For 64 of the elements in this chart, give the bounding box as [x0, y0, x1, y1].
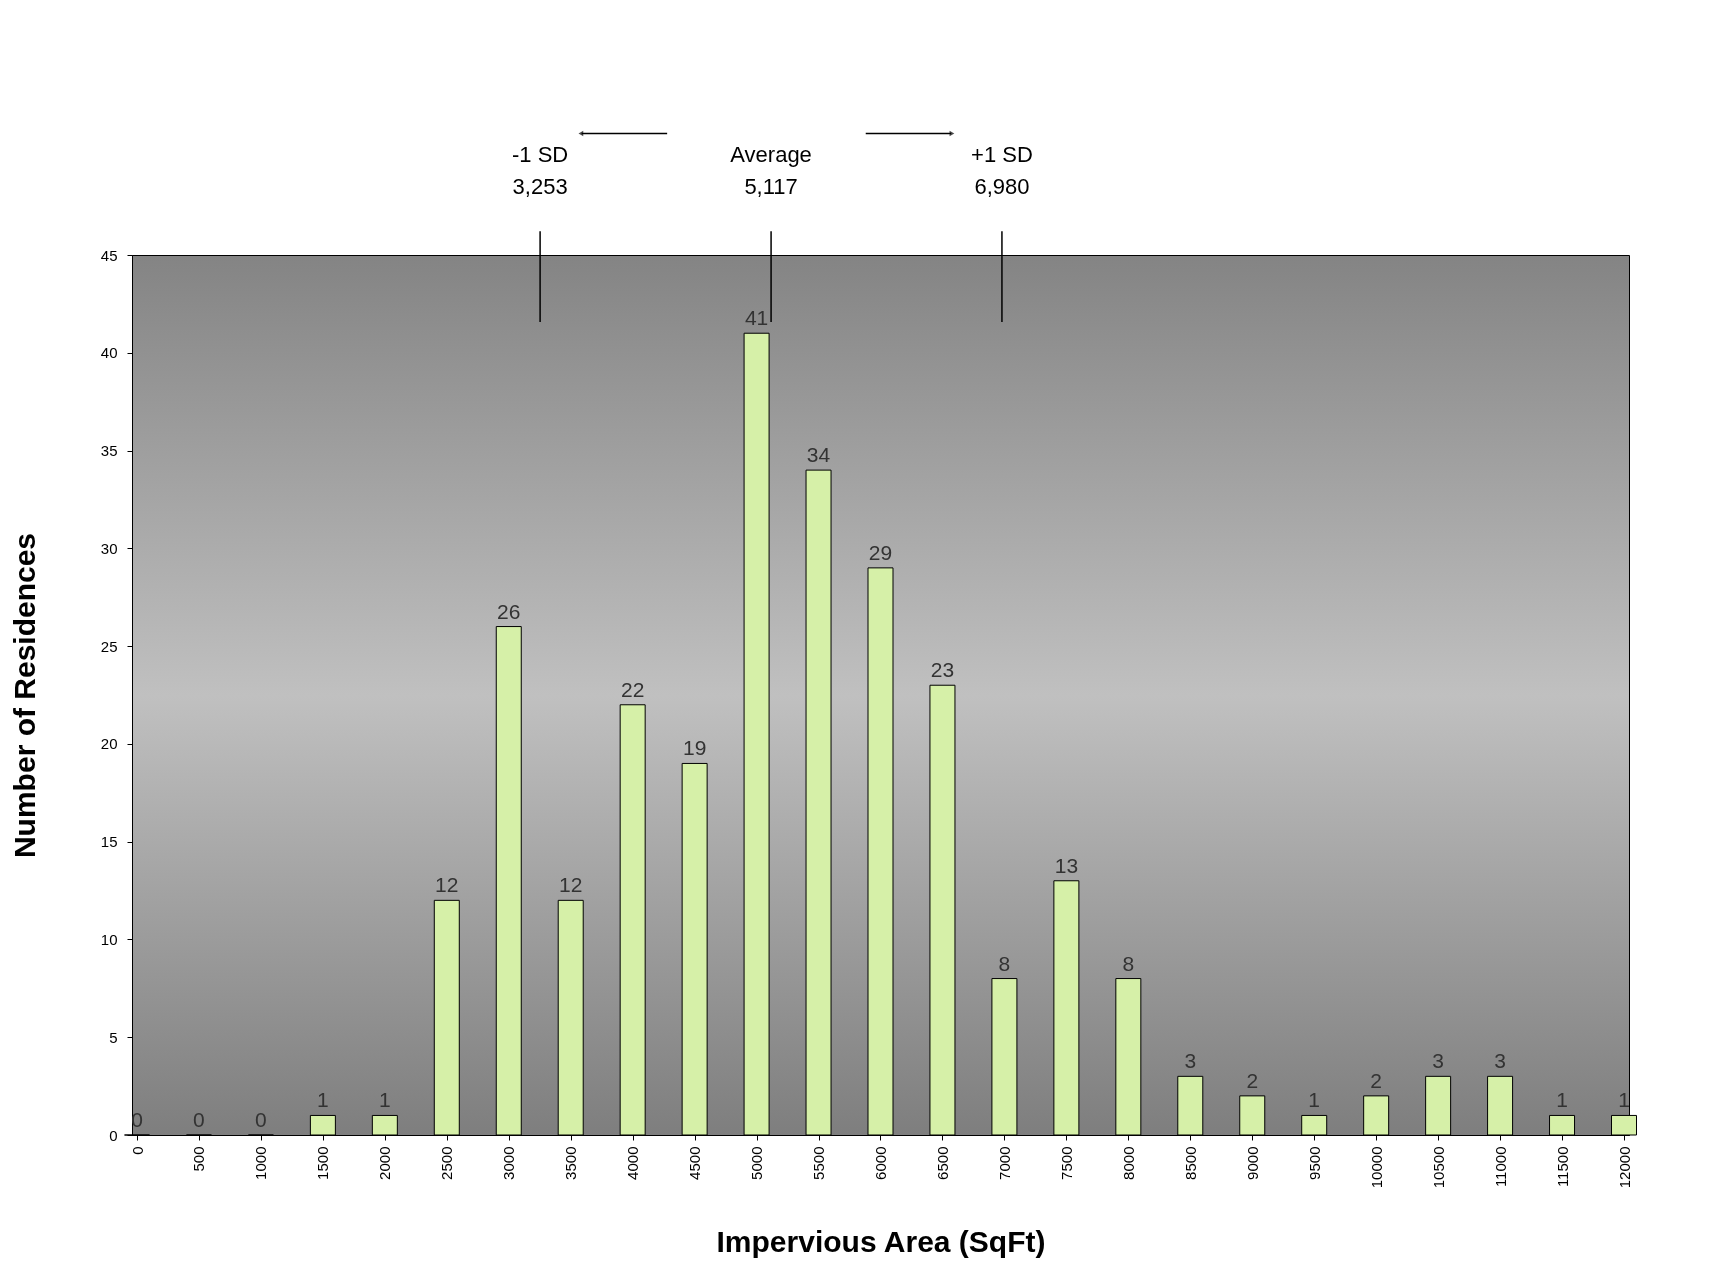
y-tick-label: 45 — [100, 246, 118, 264]
ref-line-label: Average 5,117 — [730, 142, 812, 199]
data-label: 8 — [998, 951, 1011, 975]
y-tick-label: 5 — [109, 1028, 118, 1046]
x-tick-label: 6000 — [872, 1146, 889, 1180]
data-label: 1 — [1308, 1088, 1321, 1112]
data-label: 1 — [1556, 1088, 1568, 1112]
y-tick-label: 15 — [100, 833, 118, 851]
data-label: 3 — [1184, 1049, 1197, 1073]
data-label: 1 — [317, 1088, 329, 1112]
data-label: 13 — [1054, 853, 1079, 877]
data-label: 1 — [378, 1088, 391, 1112]
x-tick-label: 2500 — [438, 1146, 456, 1180]
data-label: 26 — [497, 599, 521, 623]
data-label: 0 — [255, 1108, 267, 1131]
data-label: 34 — [806, 443, 831, 467]
data-label: 0 — [193, 1108, 205, 1131]
x-tick-label: 3000 — [500, 1146, 518, 1180]
data-label: 2 — [1370, 1068, 1383, 1092]
x-tick-label: 1000 — [252, 1146, 270, 1180]
y-axis-title: Number of Residences — [7, 532, 41, 859]
y-tick-label: 30 — [100, 539, 118, 557]
x-tick-label: 5500 — [810, 1146, 828, 1180]
x-tick-label: 10500 — [1429, 1146, 1447, 1189]
x-tick-label: 8000 — [1119, 1146, 1137, 1180]
data-label: 3 — [1432, 1049, 1444, 1073]
x-tick-label: 8500 — [1181, 1146, 1199, 1180]
x-tick-label: 6500 — [933, 1146, 951, 1180]
y-tick-label: 20 — [100, 735, 118, 753]
data-label: 12 — [559, 873, 583, 897]
y-tick-label: 0 — [109, 1126, 118, 1144]
x-tick-label: 5000 — [748, 1146, 766, 1180]
x-tick-label: 2000 — [376, 1146, 394, 1180]
x-tick-label: 9000 — [1243, 1146, 1261, 1180]
x-tick-label: 11000 — [1491, 1146, 1509, 1188]
x-tick-label: 0 — [128, 1146, 146, 1155]
data-label: 22 — [620, 677, 645, 701]
data-label: 23 — [930, 658, 955, 682]
x-axis-title: Impervious Area (SqFt) — [716, 1225, 1046, 1259]
x-tick-label: 4000 — [624, 1146, 642, 1180]
x-tick-label: 7000 — [995, 1146, 1013, 1180]
x-tick-label: 500 — [190, 1146, 208, 1172]
x-tick-label: 9500 — [1305, 1146, 1323, 1180]
x-tick-label: 11500 — [1553, 1146, 1571, 1188]
y-tick-label: 40 — [100, 344, 118, 362]
data-label: 1 — [1618, 1088, 1630, 1112]
data-label: 41 — [744, 306, 769, 330]
data-label: 12 — [435, 873, 459, 897]
data-label: 3 — [1494, 1049, 1506, 1073]
y-tick-label: 35 — [100, 442, 118, 460]
data-label: 2 — [1246, 1068, 1259, 1092]
ref-line-label: +1 SD 6,980 — [971, 142, 1033, 199]
y-tick-label: 10 — [100, 930, 118, 948]
y-tick-label: 25 — [100, 637, 118, 655]
x-tick-label: 3500 — [562, 1146, 580, 1180]
data-label: 8 — [1122, 951, 1135, 975]
data-label: 29 — [868, 540, 893, 564]
x-tick-label: 4500 — [686, 1146, 704, 1180]
x-tick-label: 10000 — [1367, 1146, 1385, 1189]
ref-line-label: -1 SD 3,253 — [511, 142, 569, 199]
x-tick-label: 1500 — [314, 1146, 332, 1180]
data-label: 19 — [682, 736, 707, 760]
x-tick-label: 12000 — [1615, 1146, 1633, 1189]
x-tick-label: 7500 — [1057, 1146, 1075, 1180]
